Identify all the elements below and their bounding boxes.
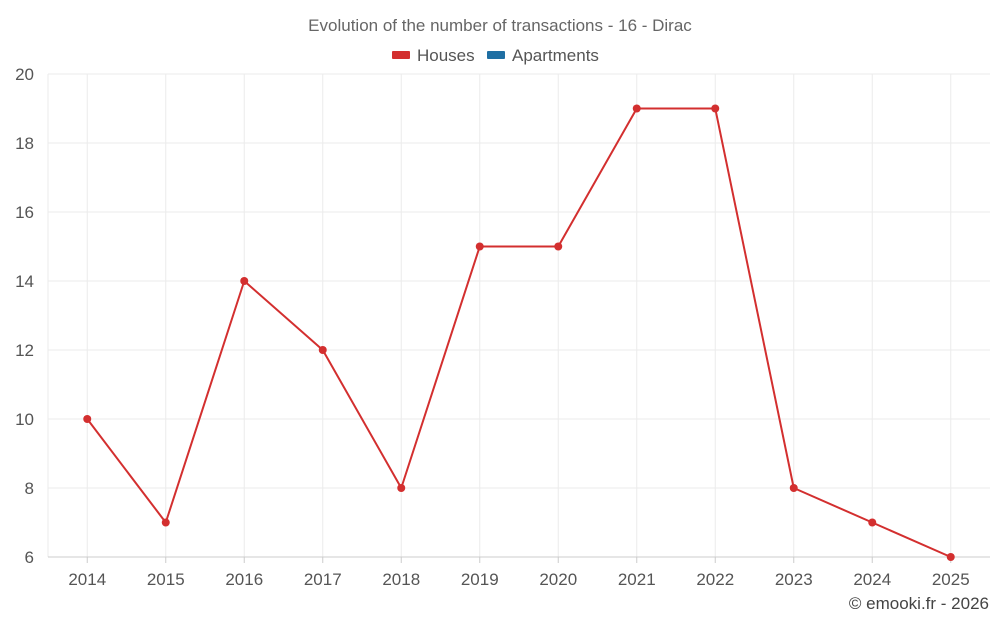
y-tick-label: 8 [25, 479, 34, 498]
series-line-houses [86, 107, 952, 558]
x-tick-label: 2019 [461, 570, 499, 589]
legend-swatch-houses [392, 51, 410, 59]
legend-label-houses: Houses [417, 46, 475, 65]
data-point-houses-2017[interactable] [318, 346, 327, 354]
data-point-houses-2014[interactable] [83, 415, 92, 423]
data-point-houses-2020[interactable] [554, 242, 563, 251]
legend-swatch-apartments [487, 51, 505, 59]
y-tick-label: 12 [15, 341, 34, 360]
legend-item-apartments[interactable]: Apartments [487, 46, 599, 65]
data-point-houses-2024[interactable] [868, 518, 877, 527]
legend: Houses Apartments [392, 46, 599, 65]
data-point-houses-2021[interactable] [632, 104, 641, 113]
y-tick-label: 6 [25, 548, 34, 567]
credit-label: © emooki.fr - 2026 [849, 594, 989, 613]
x-axis: 2014 2015 2016 2017 2018 2019 2020 2021 2022 2023… [48, 556, 990, 589]
x-tick-label: 2018 [382, 570, 420, 589]
x-tick-label: 2017 [304, 570, 342, 589]
plot-area [83, 104, 955, 561]
grid [47, 73, 990, 557]
data-point-houses-2019[interactable] [475, 242, 484, 251]
data-point-houses-2015[interactable] [161, 518, 170, 527]
legend-label-apartments: Apartments [512, 46, 599, 65]
x-tick-label: 2015 [147, 570, 185, 589]
data-point-houses-2023[interactable] [789, 484, 798, 492]
y-axis: 6 8 10 12 14 16 18 20 [15, 65, 34, 567]
y-tick-label: 16 [15, 203, 34, 222]
y-tick-label: 10 [15, 410, 34, 429]
y-tick-label: 14 [15, 272, 34, 291]
x-tick-label: 2021 [618, 570, 656, 589]
data-point-houses-2025[interactable] [946, 553, 955, 561]
x-tick-label: 2023 [775, 570, 813, 589]
x-tick-label: 2024 [853, 570, 891, 589]
data-point-houses-2022[interactable] [711, 104, 720, 113]
data-point-houses-2016[interactable] [240, 277, 249, 285]
x-tick-label: 2014 [68, 570, 106, 589]
legend-item-houses[interactable]: Houses [392, 46, 475, 65]
y-tick-label: 18 [15, 134, 34, 153]
y-tick-label: 20 [15, 65, 34, 84]
chart-title: Evolution of the number of transactions … [308, 16, 692, 35]
x-tick-label: 2022 [696, 570, 734, 589]
x-tick-label: 2025 [932, 570, 970, 589]
x-tick-label: 2020 [539, 570, 577, 589]
x-tick-label: 2016 [225, 570, 263, 589]
data-point-houses-2018[interactable] [397, 484, 406, 492]
